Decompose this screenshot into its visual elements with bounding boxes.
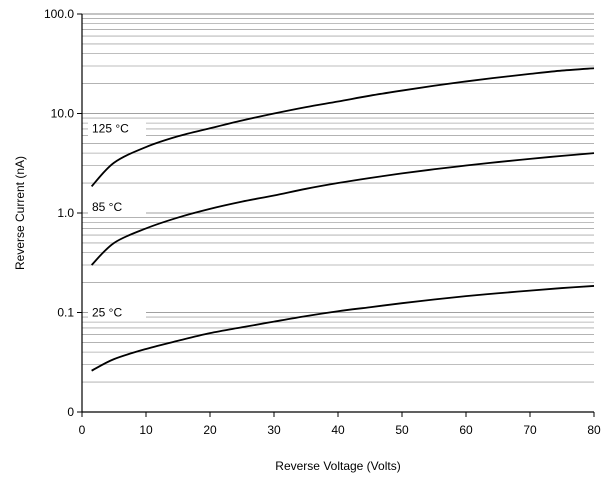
curve-label-2: 25 °C — [92, 306, 122, 320]
y-tick-label: 1.0 — [57, 206, 74, 220]
x-tick-label: 30 — [267, 423, 281, 437]
x-tick-label: 60 — [459, 423, 473, 437]
grid-lines — [82, 13, 594, 413]
y-tick-label: 100.0 — [44, 7, 74, 21]
curve-label-1: 85 °C — [92, 200, 122, 214]
curve-label-background — [88, 121, 146, 137]
curve-series-1 — [90, 152, 595, 266]
curve-labels: 125 °C 85 °C 25 °C — [88, 121, 146, 321]
curve-series-0 — [90, 67, 595, 188]
curve-label-background — [88, 200, 146, 216]
x-axis-title: Reverse Voltage (Volts) — [275, 459, 400, 473]
tick-labels: 0 10 20 30 40 50 60 70 80 0 0.1 1.0 10.0 100.0 — [44, 7, 601, 437]
y-axis-title: Reverse Current (nA) — [13, 156, 27, 270]
y-tick-label: 10.0 — [51, 107, 75, 121]
x-tick-label: 0 — [79, 423, 86, 437]
x-tick-label: 50 — [395, 423, 409, 437]
curve-layer — [90, 67, 595, 372]
curve-label-0: 125 °C — [92, 121, 129, 135]
curve-label-background — [88, 305, 146, 321]
x-tick-label: 80 — [587, 423, 601, 437]
x-tick-label: 40 — [331, 423, 345, 437]
x-tick-label: 20 — [203, 423, 217, 437]
x-tick-label: 70 — [523, 423, 537, 437]
x-tick-label: 10 — [139, 423, 153, 437]
y-tick-label: 0 — [67, 405, 74, 419]
curve-series-2 — [91, 285, 595, 372]
y-tick-label: 0.1 — [57, 306, 74, 320]
